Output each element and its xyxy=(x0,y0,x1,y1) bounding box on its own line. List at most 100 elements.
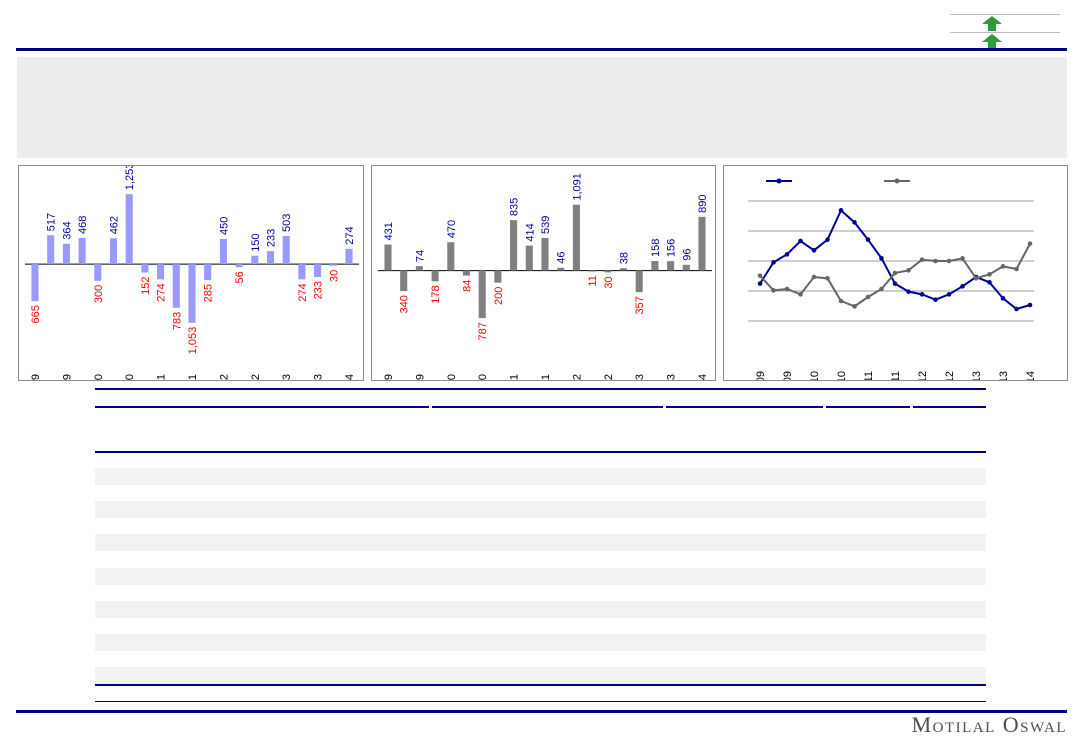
data-label: 503 xyxy=(281,214,293,232)
data-label: 156 xyxy=(666,239,678,257)
data-label: 152 xyxy=(140,277,152,295)
data-label: 11 xyxy=(587,275,599,286)
line-point xyxy=(906,268,911,273)
x-tick-label: Sep-11 xyxy=(187,374,199,380)
data-label: 1,253 xyxy=(124,166,136,190)
bar xyxy=(329,264,337,266)
table-bottom-rule xyxy=(95,684,986,686)
x-tick-label: Mar-12 xyxy=(571,374,583,380)
x-tick-label: Mar-09 xyxy=(383,374,395,380)
chart-panel-2: 431 340 74 178 470 84 787 200 835 414 539 46 1,091 11… xyxy=(371,165,716,381)
table-row xyxy=(95,468,986,485)
data-label: 665 xyxy=(30,305,42,323)
footer-rule xyxy=(16,710,1067,713)
table-row xyxy=(95,568,986,585)
chart-panel-1: 665 517 364 468 300 462 1,253 152 274 783 1,053 285… xyxy=(18,165,364,381)
line-point xyxy=(1014,306,1019,312)
data-label: 200 xyxy=(493,287,505,305)
line-point xyxy=(852,304,857,309)
bar xyxy=(604,270,612,273)
legend-marker xyxy=(894,178,900,184)
data-label: 357 xyxy=(634,296,646,314)
line-point xyxy=(879,256,884,261)
line-point xyxy=(825,276,830,281)
line-point xyxy=(798,238,803,244)
bar xyxy=(172,264,180,308)
bar xyxy=(282,236,290,265)
table-group-rule xyxy=(913,406,986,408)
data-label: 274 xyxy=(344,226,356,244)
x-tick-label: Sep-10 xyxy=(836,371,848,380)
x-tick-label: Sep-09 xyxy=(782,371,794,380)
line-point xyxy=(892,270,898,276)
table-group-rule xyxy=(432,406,663,408)
x-tick-label: Sep-09 xyxy=(61,374,73,380)
x-tick-label: Sep-12 xyxy=(250,374,262,380)
bar xyxy=(541,238,549,271)
data-label: 414 xyxy=(524,223,536,241)
bar xyxy=(47,235,55,265)
data-label: 30 xyxy=(603,276,615,288)
data-label: 30 xyxy=(328,270,340,282)
x-tick-label: Mar-09 xyxy=(755,371,767,380)
x-tick-label: Sep-13 xyxy=(313,374,325,380)
data-label: 233 xyxy=(313,281,325,299)
data-label: 462 xyxy=(109,216,121,234)
bar xyxy=(345,248,353,265)
line-point xyxy=(1027,302,1033,308)
line-point xyxy=(784,286,790,292)
table-row xyxy=(95,634,986,651)
data-label: 1,091 xyxy=(571,173,583,201)
data-label: 38 xyxy=(619,252,631,264)
data-label: 274 xyxy=(297,283,309,301)
chart-panel-3: Mar-09 Sep-09 Mar-10 Sep-10 Mar-11 Sep-11 Mar-… xyxy=(723,165,1068,381)
x-tick-label: Mar-09 xyxy=(30,374,42,380)
data-label: 74 xyxy=(414,250,426,262)
line-point xyxy=(960,256,965,261)
x-tick-label: Sep-09 xyxy=(414,374,426,380)
line-point xyxy=(865,237,871,242)
data-label: 178 xyxy=(430,285,442,303)
bar xyxy=(415,266,423,271)
line-point xyxy=(757,273,763,278)
x-tick-label: Mar-11 xyxy=(863,371,875,380)
line-point xyxy=(906,289,911,294)
line-point xyxy=(987,280,992,285)
x-tick-label: Sep-10 xyxy=(477,374,489,380)
table-row xyxy=(95,534,986,551)
bar xyxy=(525,245,533,271)
bar xyxy=(78,237,86,265)
x-tick-label: Mar-14 xyxy=(344,374,356,380)
bar xyxy=(298,264,306,280)
legend-marker xyxy=(776,178,782,184)
x-tick-label: Mar-13 xyxy=(634,374,646,380)
x-tick-label: Mar-12 xyxy=(917,371,929,380)
table-group-rule xyxy=(95,406,429,408)
data-label: 364 xyxy=(61,221,73,239)
x-tick-label: Sep-10 xyxy=(124,374,136,380)
bar xyxy=(251,255,259,265)
x-tick-label: Sep-11 xyxy=(890,371,902,380)
bar xyxy=(400,270,408,292)
data-label: 84 xyxy=(462,280,474,292)
x-tick-label: Mar-11 xyxy=(509,374,521,380)
data-label: 300 xyxy=(93,285,105,303)
bar xyxy=(141,264,149,273)
data-label: 539 xyxy=(540,216,552,234)
x-tick-label: Mar-10 xyxy=(809,371,821,380)
x-tick-label: Mar-13 xyxy=(971,371,983,380)
line-point xyxy=(798,292,803,297)
table-row xyxy=(95,501,986,518)
table-bottom-rule xyxy=(95,701,986,702)
x-tick-label: Mar-10 xyxy=(446,374,458,380)
data-label: 56 xyxy=(234,271,246,283)
bar xyxy=(62,243,70,265)
x-tick-label: Sep-12 xyxy=(944,371,956,380)
data-label: 468 xyxy=(77,216,89,234)
bar xyxy=(266,251,275,265)
table-group-rule xyxy=(666,406,823,408)
data-label: 890 xyxy=(697,194,709,212)
data-label: 835 xyxy=(509,198,521,216)
